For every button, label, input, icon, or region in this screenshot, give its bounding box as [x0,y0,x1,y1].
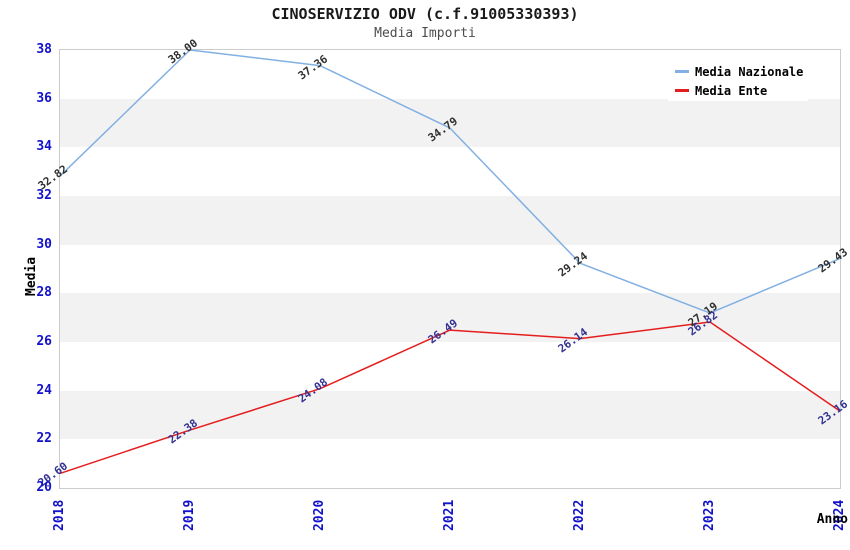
line-series-svg [59,49,841,475]
legend-entry-label: Media Ente [695,83,768,98]
plot-area: 32.82 38.00 37.36 34.79 29.24 27.19 29.43 20.60… [36,36,850,489]
plot-band-stripe [60,293,840,342]
y-tick-label: 32 [36,188,52,203]
y-tick-label: 38 [36,42,52,57]
x-tick-label: 2021 [442,499,457,531]
legend-entry: Media Ente [675,81,808,100]
legend-entry-label: Media Nazionale [695,64,804,79]
y-tick-label: 20 [36,480,52,495]
y-tick-label: 24 [36,382,52,398]
x-tick-label: 2023 [702,499,717,531]
y-tick-label: 34 [36,139,52,155]
chart-subtitle: Media Importi [374,26,476,41]
legend-line-sample [675,70,689,73]
legend: Media Nazionale Media Ente [668,52,808,101]
legend-line-sample [675,89,689,92]
plot-band-stripe [60,390,840,440]
series-line-media-nazionale [59,49,841,314]
y-tick-label: 28 [36,285,52,301]
plot-band-stripe [60,244,840,294]
y-tick-label: 22 [36,431,52,447]
x-tick-label: 2019 [182,499,197,531]
y-tick-label: 26 [36,334,52,349]
x-tick-label: 2020 [312,499,327,531]
plot-band-stripe [60,147,840,196]
plot-band-stripe [60,342,840,391]
x-tick-label: 2022 [572,499,587,531]
series-line-media-ente [59,321,841,475]
chart-title: CINOSERVIZIO ODV (c.f.91005330393) [271,5,579,23]
x-tick-label: 2018 [52,499,67,531]
y-tick-label: 30 [36,236,52,252]
legend-entry: Media Nazionale [675,62,808,81]
plot-band-stripe [60,196,840,245]
x-axis-title: Anno [816,512,848,527]
plot-band-stripe [60,439,840,488]
y-tick-label: 36 [36,90,52,106]
plot-band-stripe [60,98,840,148]
